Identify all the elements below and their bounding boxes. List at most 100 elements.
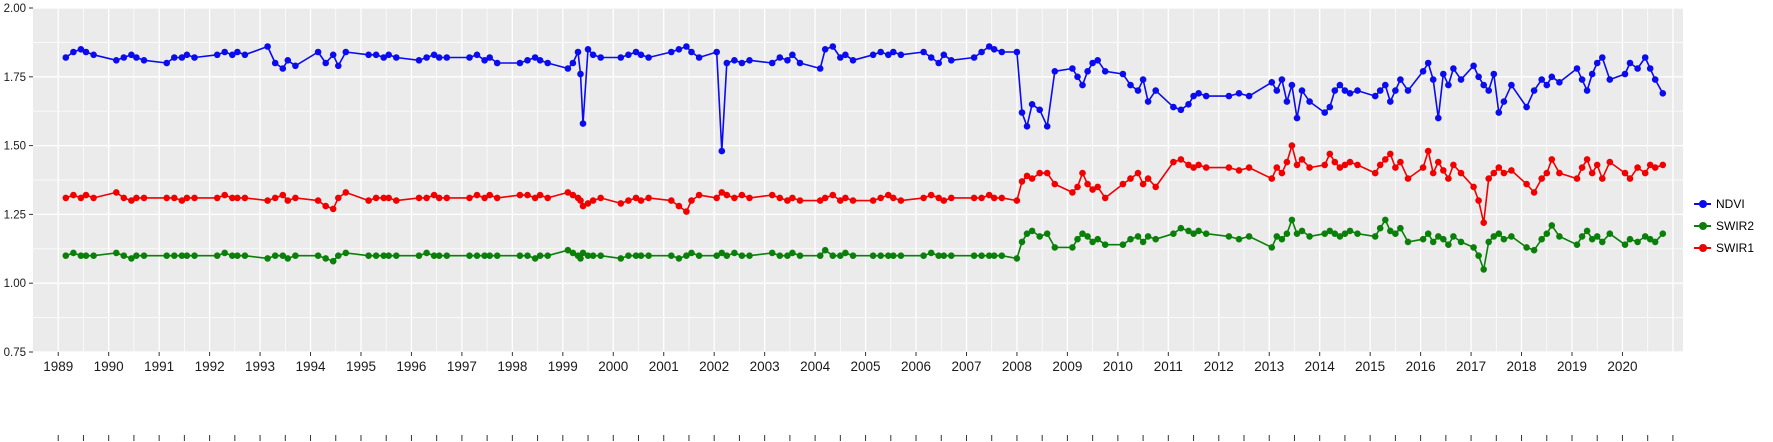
data-point	[1331, 87, 1339, 94]
data-point	[372, 194, 380, 202]
data-point	[1523, 103, 1530, 111]
data-point	[683, 208, 690, 215]
data-point	[113, 249, 120, 257]
legend: NDVI SWIR2 SWIR1	[1694, 196, 1754, 255]
data-point	[1051, 244, 1059, 251]
data-point	[430, 51, 438, 59]
data-point	[493, 59, 501, 67]
data-point	[1036, 169, 1043, 177]
data-point	[1573, 175, 1581, 182]
data-point	[1573, 65, 1581, 72]
data-point	[1588, 169, 1596, 177]
data-point	[1321, 230, 1328, 237]
data-point	[1445, 241, 1452, 248]
data-point	[1508, 233, 1515, 240]
gridlines	[33, 7, 1683, 353]
data-point	[1599, 175, 1606, 182]
data-point	[415, 252, 423, 259]
data-point	[1023, 123, 1031, 130]
data-point	[1651, 164, 1659, 171]
x-tick-label: 1997	[447, 359, 477, 374]
data-point	[668, 48, 675, 56]
data-point	[1326, 150, 1334, 158]
data-point	[1450, 233, 1457, 240]
data-point	[1074, 183, 1081, 191]
data-point	[1190, 164, 1197, 171]
data-point	[1500, 235, 1508, 243]
data-point	[113, 57, 120, 64]
data-point	[1293, 114, 1301, 122]
data-point	[1450, 65, 1457, 72]
data-point	[493, 252, 501, 259]
data-point	[213, 194, 221, 202]
data-point	[516, 59, 524, 67]
data-point	[292, 252, 299, 259]
data-point	[1588, 70, 1596, 78]
x-tick-label: 1998	[497, 359, 527, 374]
data-point	[70, 191, 77, 199]
data-point	[625, 252, 632, 259]
data-point	[544, 252, 551, 259]
data-point	[1084, 233, 1091, 240]
data-point	[1530, 189, 1538, 196]
data-point	[1177, 224, 1185, 232]
data-point	[1578, 76, 1586, 83]
data-point	[1336, 81, 1344, 89]
data-point	[1074, 73, 1081, 81]
data-point	[1298, 87, 1306, 94]
data-point	[1293, 230, 1301, 237]
data-point	[486, 252, 494, 259]
data-point	[1094, 183, 1101, 191]
data-point	[731, 249, 738, 257]
data-point	[423, 249, 430, 257]
x-tick-label: 2012	[1204, 359, 1234, 374]
legend-key-ndvi-icon	[1694, 197, 1711, 211]
y-tick-label: 1.50	[4, 141, 26, 153]
data-point	[789, 194, 796, 202]
data-point	[393, 252, 400, 259]
data-point	[776, 252, 784, 259]
data-point	[1013, 255, 1021, 262]
data-point	[1043, 123, 1051, 130]
data-point	[493, 194, 501, 202]
data-point	[385, 51, 393, 59]
data-point	[120, 194, 128, 202]
x-tick-label: 1995	[346, 359, 376, 374]
data-point	[544, 59, 551, 67]
data-point	[322, 202, 330, 210]
data-point	[1593, 59, 1601, 67]
data-point	[877, 48, 884, 56]
data-point	[688, 197, 695, 204]
data-point	[597, 54, 604, 61]
data-point	[1659, 230, 1667, 237]
data-point	[1606, 230, 1614, 237]
data-point	[746, 252, 753, 259]
data-point	[1634, 65, 1641, 72]
data-point	[897, 252, 905, 259]
data-point	[632, 252, 640, 259]
data-point	[1139, 76, 1147, 83]
data-point	[668, 252, 675, 259]
data-point	[385, 252, 393, 259]
data-point	[1278, 169, 1286, 177]
data-point	[776, 194, 784, 202]
data-point	[1101, 241, 1109, 248]
data-point	[1288, 216, 1296, 224]
data-point	[849, 252, 857, 259]
data-point	[435, 54, 443, 61]
data-point	[1495, 230, 1503, 237]
data-point	[1480, 81, 1487, 89]
series-swir1	[62, 142, 1667, 226]
data-point	[62, 252, 70, 259]
data-point	[183, 194, 191, 202]
data-point	[890, 252, 897, 259]
data-point	[536, 252, 544, 259]
data-point	[675, 46, 683, 53]
data-point	[1288, 81, 1296, 89]
data-point	[1480, 266, 1487, 273]
data-point	[998, 48, 1006, 56]
x-tick-label: 2018	[1507, 359, 1537, 374]
data-point	[940, 51, 948, 59]
x-tick-label: 2007	[951, 359, 981, 374]
